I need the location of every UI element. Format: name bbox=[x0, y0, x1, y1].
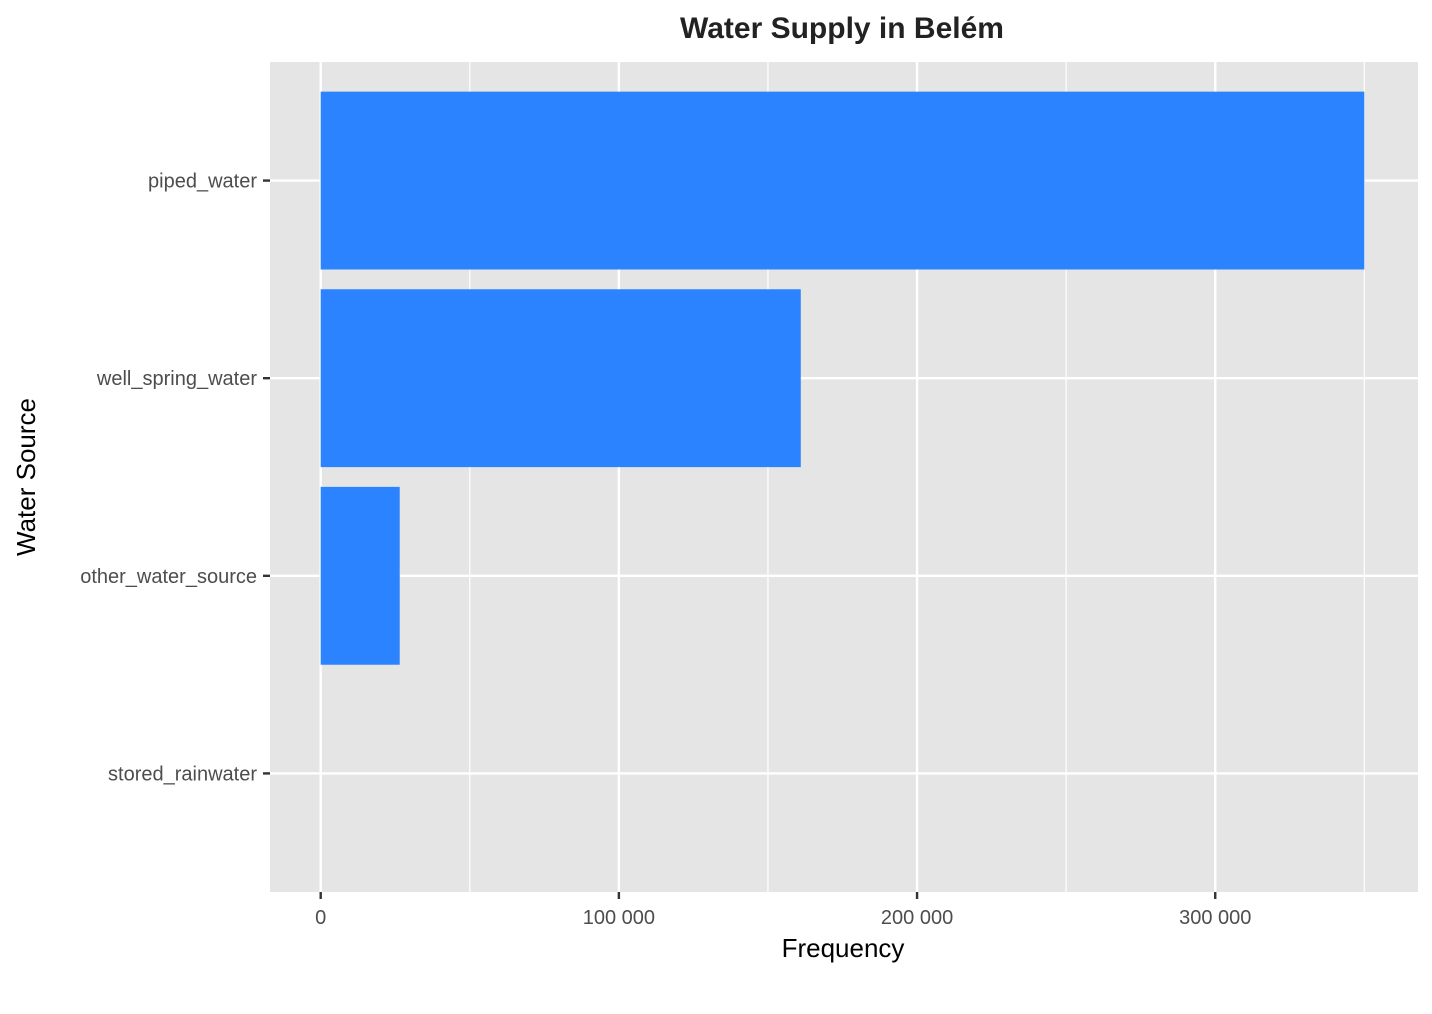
y-tick-label: piped_water bbox=[148, 171, 257, 193]
x-tick-label: 100 000 bbox=[583, 907, 655, 929]
x-tick-label: 300 000 bbox=[1179, 907, 1251, 929]
y-axis-title: Water Source bbox=[11, 398, 41, 556]
chart-title: Water Supply in Belém bbox=[680, 12, 1004, 45]
x-axis-title: Frequency bbox=[782, 933, 905, 963]
axis-ticks: piped_water well_spring_water other_water_… bbox=[80, 171, 1251, 929]
y-tick-label: other_water_source bbox=[80, 566, 257, 588]
y-tick-label: well_spring_water bbox=[96, 368, 257, 390]
x-tick-label: 200 000 bbox=[881, 907, 953, 929]
bar-piped-water bbox=[320, 91, 1365, 270]
bar-other-water-source bbox=[320, 486, 400, 665]
bar-well-spring-water bbox=[320, 289, 801, 468]
x-tick-label: 0 bbox=[315, 907, 326, 929]
y-tick-label: stored_rainwater bbox=[108, 763, 257, 785]
bars bbox=[320, 91, 1365, 665]
